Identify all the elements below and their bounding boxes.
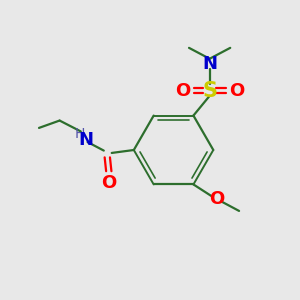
Text: O: O xyxy=(229,82,244,100)
Text: H: H xyxy=(74,128,85,141)
Text: O: O xyxy=(101,174,116,192)
Text: N: N xyxy=(79,131,94,149)
Text: O: O xyxy=(209,190,225,208)
Text: N: N xyxy=(202,55,217,73)
Text: O: O xyxy=(175,82,190,100)
Text: S: S xyxy=(202,80,217,100)
